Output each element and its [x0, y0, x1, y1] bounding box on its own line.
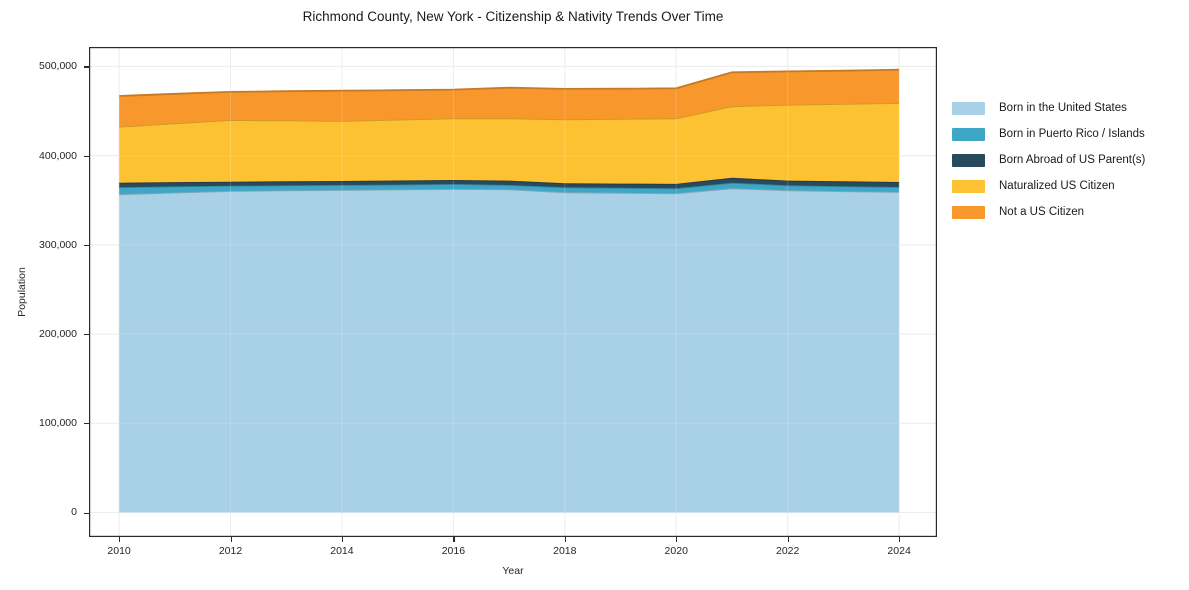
y-tick-mark: [84, 244, 89, 247]
x-tick-mark: [676, 537, 678, 542]
x-tick-label: 2020: [664, 545, 688, 557]
y-tick-mark: [84, 334, 89, 336]
legend-swatch-icon: [952, 205, 985, 219]
chart-title: Richmond County, New York - Citizenship …: [302, 9, 724, 24]
x-tick-label: 2022: [775, 545, 800, 557]
x-tick-mark: [453, 537, 455, 542]
x-tick-label: 2014: [330, 545, 354, 557]
legend-label: Not a US Citizen: [999, 206, 1085, 218]
x-tick-mark: [899, 537, 901, 542]
y-tick-mark: [84, 66, 89, 68]
y-tick-label: 0: [71, 506, 77, 519]
legend-label: Born in Puerto Rico / Islands: [999, 128, 1145, 140]
area-series: [119, 177, 900, 189]
legend-item: Born in Puerto Rico / Islands: [952, 127, 1145, 141]
legend: Born in the United States Born in Puerto …: [952, 101, 1145, 219]
legend-label: Born in the United States: [999, 102, 1127, 114]
x-tick-label: 2018: [553, 545, 577, 557]
y-tick-mark: [84, 423, 89, 425]
x-tick-label: 2012: [218, 545, 243, 557]
legend-item: Naturalized US Citizen: [952, 179, 1145, 193]
legend-swatch-icon: [952, 101, 985, 115]
y-tick-label: 100,000: [39, 417, 77, 430]
area-series: [119, 188, 900, 513]
legend-item: Born Abroad of US Parent(s): [952, 153, 1145, 167]
x-tick-label: 2024: [887, 545, 911, 557]
x-tick-label: 2010: [107, 545, 131, 557]
y-tick-mark: [84, 512, 89, 514]
plot-area: [89, 47, 937, 537]
legend-label: Naturalized US Citizen: [999, 180, 1115, 192]
x-tick-mark: [342, 537, 344, 542]
legend-swatch-icon: [952, 179, 985, 193]
area-series: [119, 69, 900, 127]
y-axis-label: Population: [16, 267, 28, 317]
x-tick-mark: [564, 537, 566, 542]
y-tick-label: 200,000: [39, 328, 77, 341]
x-tick-mark: [119, 537, 121, 542]
legend-swatch-icon: [952, 127, 985, 141]
y-tick-mark: [84, 155, 89, 157]
x-axis-label: Year: [502, 565, 524, 577]
x-tick-mark: [787, 537, 789, 542]
y-tick-label: 500,000: [39, 60, 77, 73]
legend-item: Born in the United States: [952, 101, 1145, 115]
legend-item: Not a US Citizen: [952, 205, 1145, 219]
area-series: [119, 103, 900, 184]
y-tick-label: 300,000: [39, 238, 77, 251]
y-tick-label: 400,000: [39, 149, 77, 162]
legend-label: Born Abroad of US Parent(s): [999, 154, 1146, 166]
x-tick-label: 2016: [441, 545, 466, 557]
stacked-area-chart: [89, 47, 937, 537]
x-tick-mark: [230, 537, 232, 542]
legend-swatch-icon: [952, 153, 985, 167]
